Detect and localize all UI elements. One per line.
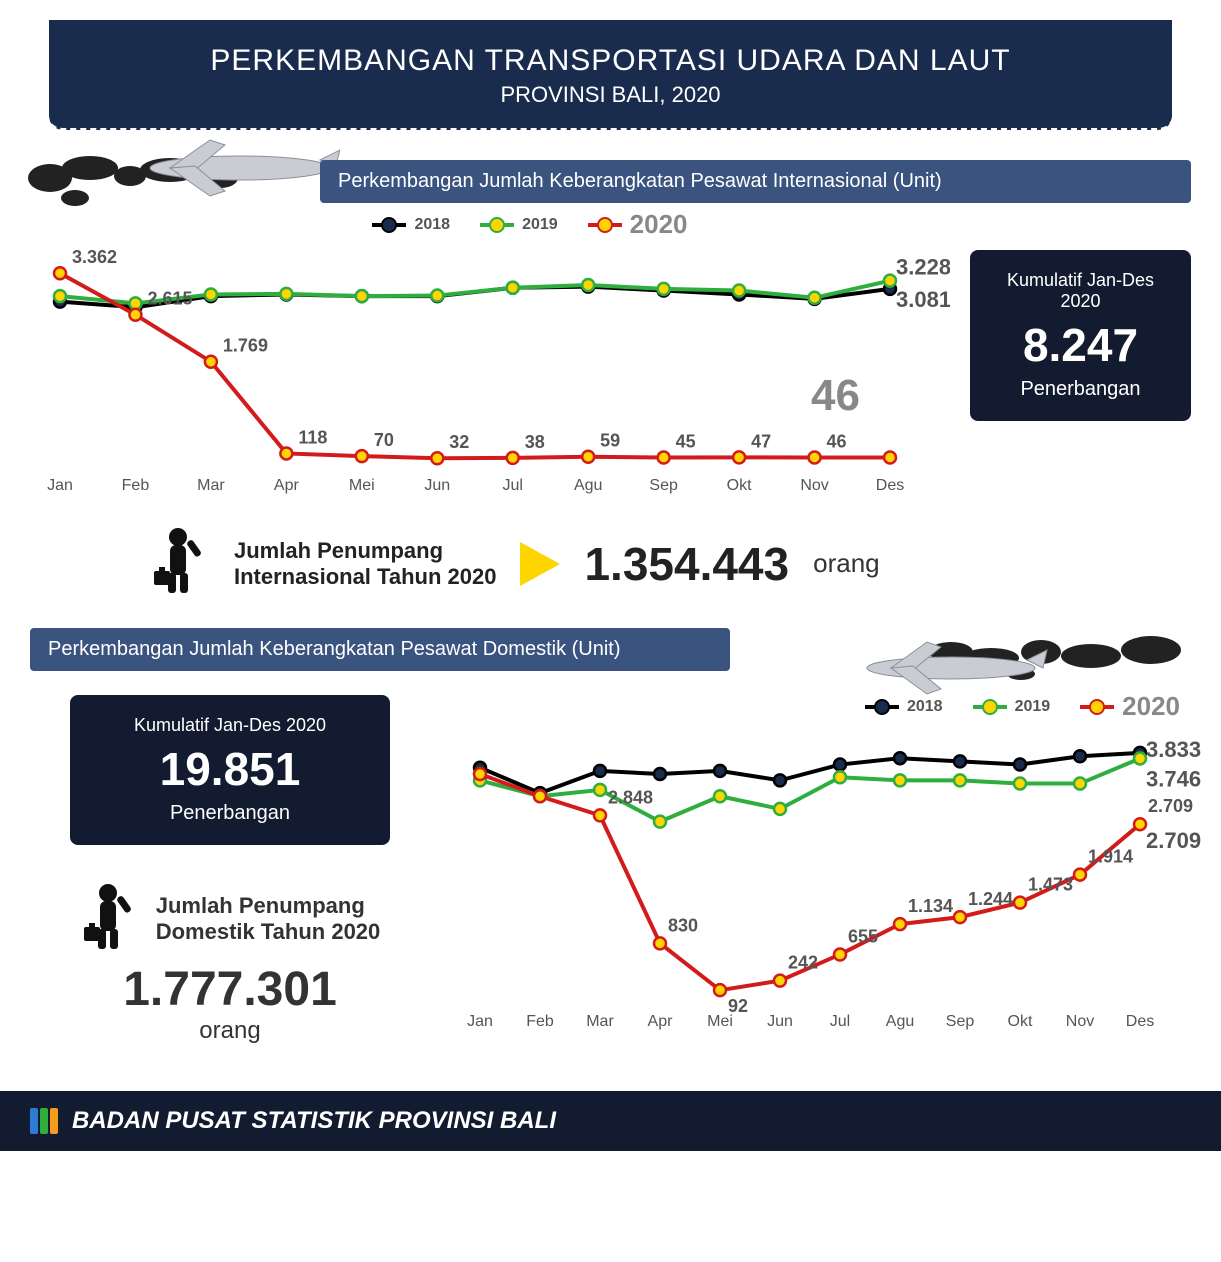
svg-text:Jun: Jun: [424, 477, 450, 494]
legend-item-2020: 2020: [588, 209, 688, 240]
airplane-icon: [851, 632, 1051, 708]
passenger-dom-unit: orang: [30, 1017, 430, 1045]
svg-text:32: 32: [449, 432, 469, 452]
svg-text:92: 92: [728, 996, 748, 1016]
kpi-dom-unit: Penerbangan: [92, 802, 368, 825]
svg-text:Apr: Apr: [274, 477, 300, 494]
legend-item-2019: 2019: [480, 209, 558, 240]
airplane-icon: [130, 130, 340, 210]
svg-text:1.473: 1.473: [1028, 875, 1073, 895]
svg-text:Jun: Jun: [767, 1013, 793, 1030]
svg-text:1.134: 1.134: [908, 896, 953, 916]
page-subtitle: PROVINSI BALI, 2020: [89, 82, 1132, 108]
svg-text:Des: Des: [876, 477, 904, 494]
svg-text:Jan: Jan: [47, 477, 73, 494]
svg-text:Des: Des: [1126, 1013, 1154, 1030]
svg-text:242: 242: [788, 953, 818, 973]
svg-text:118: 118: [298, 427, 327, 447]
passenger-dom-label1: Jumlah Penumpang: [156, 893, 381, 919]
svg-text:59: 59: [600, 431, 620, 451]
passenger-intl-label2: Internasional Tahun 2020: [234, 564, 496, 590]
bps-logo-icon: [30, 1108, 58, 1134]
svg-text:3.746: 3.746: [1146, 766, 1201, 791]
svg-text:Jan: Jan: [467, 1013, 493, 1030]
footer-bar: BADAN PUSAT STATISTIK PROVINSI BALI: [0, 1091, 1221, 1151]
svg-text:Jul: Jul: [830, 1013, 850, 1030]
svg-text:1.244: 1.244: [968, 889, 1013, 909]
svg-text:2.709: 2.709: [1146, 828, 1201, 853]
section-domestic: Perkembangan Jumlah Keberangkatan Pesawa…: [0, 622, 1221, 1061]
svg-text:47: 47: [751, 431, 771, 451]
passenger-icon: [150, 525, 210, 602]
svg-text:Mar: Mar: [586, 1013, 614, 1030]
svg-text:Nov: Nov: [1066, 1013, 1094, 1030]
svg-text:Agu: Agu: [886, 1013, 914, 1030]
section-title-domestic: Perkembangan Jumlah Keberangkatan Pesawa…: [30, 628, 730, 671]
svg-text:1.769: 1.769: [223, 336, 268, 356]
chart-international: Jan Feb Mar Apr Mei Jun Jul Agu Sep Okt Nov Des 3.36…: [30, 250, 950, 515]
chart-domestic: JanFebMarAprMeiJunJulAguSepOktNovDes2.84…: [460, 726, 1220, 1051]
svg-text:Okt: Okt: [1008, 1013, 1033, 1030]
svg-text:2.848: 2.848: [608, 787, 653, 807]
svg-text:Mei: Mei: [349, 477, 375, 494]
kpi-dom-value: 19.851: [92, 742, 368, 796]
svg-text:Jul: Jul: [503, 477, 523, 494]
svg-text:2.615: 2.615: [147, 289, 192, 309]
svg-text:46: 46: [827, 431, 847, 451]
legend-item-2018: 2018: [372, 209, 450, 240]
svg-text:45: 45: [676, 432, 696, 452]
passenger-dom-label2: Domestik Tahun 2020: [156, 919, 381, 945]
svg-text:3.081: 3.081: [896, 287, 950, 312]
kpi-intl-unit: Penerbangan: [992, 378, 1169, 401]
svg-text:Okt: Okt: [727, 477, 752, 494]
header-banner: PERKEMBANGAN TRANSPORTASI UDARA DAN LAUT…: [49, 20, 1172, 130]
section-title-domestic-text: Perkembangan Jumlah Keberangkatan Pesawa…: [48, 638, 621, 660]
svg-text:3.362: 3.362: [72, 250, 117, 267]
passenger-intl-label1: Jumlah Penumpang: [234, 538, 496, 564]
svg-text:Mar: Mar: [197, 477, 225, 494]
svg-text:Feb: Feb: [526, 1013, 554, 1030]
legend-international: 2018 2019 2020: [230, 209, 830, 240]
passenger-intl-value: 1.354.443: [584, 537, 789, 591]
passenger-international: Jumlah Penumpang Internasional Tahun 202…: [30, 515, 1191, 612]
passenger-dom-value: 1.777.301: [30, 962, 430, 1017]
svg-text:46: 46: [811, 371, 860, 420]
section-title-international-text: Perkembangan Jumlah Keberangkatan Pesawa…: [338, 170, 942, 192]
svg-text:Agu: Agu: [574, 477, 602, 494]
play-arrow-icon: [520, 542, 560, 586]
footer-org: BADAN PUSAT STATISTIK PROVINSI BALI: [72, 1107, 556, 1135]
page-title: PERKEMBANGAN TRANSPORTASI UDARA DAN LAUT: [89, 44, 1132, 78]
kpi-international: Kumulatif Jan-Des 2020 8.247 Penerbangan: [970, 250, 1191, 421]
section-title-international: Perkembangan Jumlah Keberangkatan Pesawa…: [320, 160, 1191, 203]
svg-text:Sep: Sep: [649, 477, 678, 494]
passenger-intl-unit: orang: [813, 548, 880, 579]
svg-text:Feb: Feb: [122, 477, 150, 494]
svg-text:655: 655: [848, 926, 878, 946]
svg-text:38: 38: [525, 432, 545, 452]
svg-text:Apr: Apr: [648, 1013, 674, 1030]
passenger-icon: [80, 881, 140, 956]
svg-text:2.709: 2.709: [1148, 796, 1193, 816]
svg-text:3.228: 3.228: [896, 255, 950, 280]
svg-text:70: 70: [374, 430, 394, 450]
svg-text:830: 830: [668, 915, 698, 935]
kpi-intl-value: 8.247: [992, 318, 1169, 372]
svg-text:Nov: Nov: [800, 477, 828, 494]
kpi-dom-sub: Kumulatif Jan-Des 2020: [92, 715, 368, 736]
section-international: Perkembangan Jumlah Keberangkatan Pesawa…: [0, 130, 1221, 622]
svg-text:1.914: 1.914: [1088, 847, 1133, 867]
svg-text:Sep: Sep: [946, 1013, 975, 1030]
kpi-intl-sub: Kumulatif Jan-Des 2020: [992, 270, 1169, 312]
kpi-domestic: Kumulatif Jan-Des 2020 19.851 Penerbanga…: [70, 695, 390, 845]
svg-text:3.833: 3.833: [1146, 737, 1201, 762]
